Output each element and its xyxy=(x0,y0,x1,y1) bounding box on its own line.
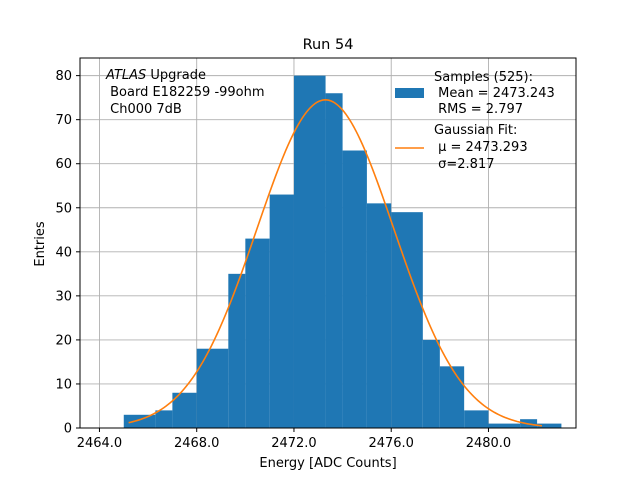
legend-samples-rms: RMS = 2.797 xyxy=(434,102,523,117)
annotation-board: Board E182259 -99ohm xyxy=(106,85,265,100)
histogram-bar-12 xyxy=(422,339,440,428)
y-tick-label-7: 70 xyxy=(55,113,72,128)
histogram-bar-8 xyxy=(325,93,343,428)
x-tick-label-4: 2480.0 xyxy=(466,436,512,451)
y-tick-label-2: 20 xyxy=(55,333,72,348)
y-tick-label-8: 80 xyxy=(55,69,72,84)
annotation-atlas: ATLAS xyxy=(105,68,146,83)
histogram-bar-7 xyxy=(293,75,326,428)
legend-samples-title: Samples (525): xyxy=(434,70,533,85)
x-tick-label-1: 2468.0 xyxy=(174,436,220,451)
gaussian-fit-curve xyxy=(128,99,543,427)
y-tick-label-6: 60 xyxy=(55,157,72,172)
legend-fit-title: Gaussian Fit: xyxy=(434,123,517,138)
histogram-bar-17 xyxy=(537,423,562,428)
legend: Samples (525): Mean = 2473.243 RMS = 2.7… xyxy=(395,70,555,172)
atlas-annotation: ATLAS Upgrade Board E182259 -99ohm Ch000… xyxy=(105,68,265,117)
histogram-bar-5 xyxy=(245,238,270,428)
histogram-bar-14 xyxy=(464,410,489,428)
histogram-bar-4 xyxy=(228,273,246,428)
y-tick-label-3: 30 xyxy=(55,289,72,304)
histogram-bar-13 xyxy=(439,366,465,428)
annotation-upgrade: Upgrade xyxy=(146,68,206,83)
legend-samples-patch xyxy=(395,88,424,98)
y-tick-label-5: 50 xyxy=(55,201,72,216)
histogram-bars xyxy=(123,75,562,428)
legend-fit-mu: μ = 2473.293 xyxy=(434,140,528,155)
y-tick-label-0: 0 xyxy=(64,422,72,437)
x-tick-label-3: 2476.0 xyxy=(368,436,414,451)
plot-frame xyxy=(79,57,577,429)
x-axis-label: Energy [ADC Counts] xyxy=(259,456,396,471)
gaussian-fit xyxy=(128,99,543,427)
x-tick-label-0: 2464.0 xyxy=(77,436,123,451)
annotation-channel: Ch000 7dB xyxy=(106,102,182,117)
x-tick-label-2: 2472.0 xyxy=(271,436,317,451)
histogram-bar-0 xyxy=(123,414,156,428)
histogram-bar-1 xyxy=(155,410,173,428)
histogram-bar-10 xyxy=(366,203,392,428)
axis-ticks: 2464.0 2468.0 2472.0 2476.0 2480.0 0 10 20 30 40 5… xyxy=(55,69,511,451)
legend-samples-mean: Mean = 2473.243 xyxy=(434,86,555,101)
histogram-bar-6 xyxy=(269,194,294,428)
legend-fit-sigma: σ=2.817 xyxy=(434,157,494,172)
annotation-line-1: ATLAS Upgrade xyxy=(105,68,206,83)
chart-title: Run 54 xyxy=(303,37,354,53)
y-tick-label-1: 10 xyxy=(55,377,72,392)
histogram-bar-3 xyxy=(196,348,229,428)
histogram-bar-2 xyxy=(172,392,197,428)
histogram-bar-15 xyxy=(488,423,521,428)
histogram-bar-11 xyxy=(391,212,423,428)
histogram-bar-9 xyxy=(342,150,367,428)
y-axis-label: Entries xyxy=(33,221,48,267)
y-tick-label-4: 40 xyxy=(55,245,72,260)
